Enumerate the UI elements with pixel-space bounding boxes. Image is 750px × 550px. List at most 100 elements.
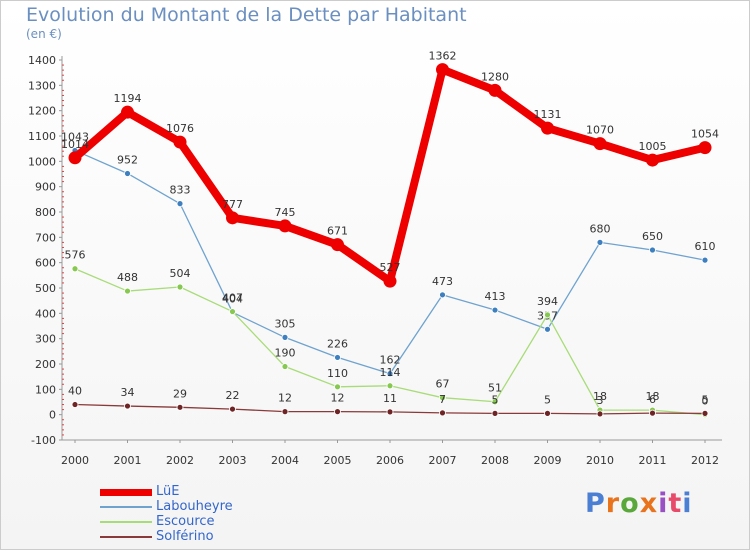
data-label: 34 — [121, 386, 135, 399]
legend-item: LüE — [100, 484, 300, 500]
data-label: 12 — [278, 392, 292, 405]
data-point — [439, 409, 446, 417]
x-tick-label: 2006 — [376, 454, 404, 467]
x-tick-label: 2004 — [271, 454, 299, 467]
data-point — [71, 401, 79, 408]
data-point — [278, 219, 292, 233]
y-tick-label: 100 — [35, 383, 56, 396]
data-label: 1054 — [691, 128, 719, 141]
data-label: 1043 — [61, 130, 89, 143]
legend-label: Escource — [156, 514, 215, 529]
y-tick-label: -100 — [31, 434, 56, 447]
data-label: 114 — [380, 366, 401, 379]
x-tick-label: 2010 — [586, 454, 614, 467]
y-tick-label: 0 — [49, 409, 56, 422]
data-label: 305 — [275, 317, 296, 330]
y-tick-label: 600 — [35, 257, 56, 270]
data-point — [383, 274, 397, 288]
data-label: 11 — [383, 392, 397, 405]
data-point — [281, 333, 289, 341]
data-point — [646, 153, 659, 167]
data-point — [124, 287, 131, 295]
data-label: 1280 — [481, 70, 509, 83]
data-label: 1362 — [429, 50, 457, 63]
data-point — [488, 83, 502, 97]
data-point — [649, 409, 656, 417]
data-point — [229, 405, 236, 413]
data-point — [176, 403, 184, 411]
y-tick-label: 200 — [35, 358, 56, 371]
y-tick-label: 1200 — [28, 105, 56, 118]
data-label: 504 — [170, 267, 191, 280]
legend-item: Escource — [100, 514, 300, 530]
data-point — [173, 135, 187, 149]
data-point — [71, 265, 79, 273]
x-tick-label: 2011 — [639, 454, 667, 467]
data-point — [176, 200, 184, 208]
data-point — [68, 151, 82, 165]
data-label: 5 — [544, 393, 551, 406]
legend-label: Labouheyre — [156, 499, 233, 514]
data-label: 7 — [439, 393, 446, 406]
y-tick-label: 400 — [35, 307, 56, 320]
x-tick-label: 2012 — [691, 454, 719, 467]
data-label: 833 — [170, 184, 191, 197]
data-label: 671 — [327, 225, 348, 238]
data-label: 488 — [117, 271, 138, 284]
data-point — [439, 291, 446, 299]
data-point — [593, 137, 607, 151]
data-point — [701, 409, 709, 417]
data-label: 5 — [492, 393, 499, 406]
data-label: 527 — [380, 261, 401, 274]
data-point — [226, 211, 239, 225]
brand-logo: Proxiti — [585, 488, 693, 519]
data-label: 190 — [275, 347, 296, 360]
data-label: 5 — [702, 393, 709, 406]
data-label: 6 — [649, 393, 656, 406]
data-label: 680 — [590, 222, 611, 235]
data-label: 40 — [68, 385, 82, 398]
data-point — [701, 256, 709, 264]
data-point — [334, 383, 341, 391]
y-tick-label: 700 — [35, 231, 56, 244]
x-tick-label: 2001 — [114, 454, 142, 467]
data-point — [596, 410, 604, 418]
legend-item: Labouheyre — [100, 499, 300, 515]
legend-swatch — [100, 506, 152, 508]
data-label: 777 — [222, 198, 243, 211]
data-label: 1076 — [166, 122, 194, 135]
data-label: 18 — [646, 390, 660, 403]
y-tick-label: 1300 — [28, 79, 56, 92]
data-point — [491, 398, 499, 406]
data-point — [331, 238, 344, 252]
data-label: 51 — [488, 382, 502, 395]
data-label: 576 — [65, 249, 86, 262]
data-label: 110 — [327, 367, 348, 380]
data-point — [596, 238, 604, 246]
data-point — [649, 246, 656, 254]
series-line — [71, 65, 709, 286]
y-tick-label: 500 — [35, 282, 56, 295]
legend-swatch — [100, 521, 152, 523]
x-tick-label: 2005 — [324, 454, 352, 467]
data-point — [544, 311, 551, 319]
data-label: 473 — [432, 275, 453, 288]
x-tick-label: 2009 — [534, 454, 562, 467]
data-point — [229, 308, 236, 315]
data-point — [176, 283, 184, 291]
data-label: 745 — [275, 206, 296, 219]
data-point — [124, 402, 131, 410]
data-label: 29 — [173, 387, 187, 400]
x-tick-label: 2000 — [61, 454, 89, 467]
data-point — [541, 121, 554, 135]
chart-subtitle: (en €) — [26, 27, 62, 41]
data-label: 12 — [331, 392, 345, 405]
y-tick-label: 1000 — [28, 155, 56, 168]
x-tick-label: 2007 — [429, 454, 457, 467]
data-label: 162 — [380, 354, 401, 367]
data-label: 413 — [485, 290, 506, 303]
data-label: 1131 — [534, 108, 562, 121]
data-point — [121, 105, 134, 119]
data-label: 1005 — [639, 140, 667, 153]
